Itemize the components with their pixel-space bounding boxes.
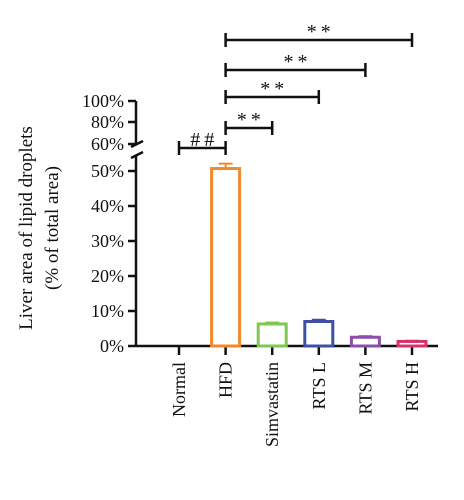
x-tick-label: HFD xyxy=(216,362,236,398)
x-tick-label: RTS M xyxy=(355,362,375,414)
y-tick-label: 20% xyxy=(91,266,124,286)
axis-break-mark-upper xyxy=(130,139,144,149)
significance-label: ## xyxy=(190,129,218,151)
y-axis-label-line1: Liver area of lipid droplets xyxy=(16,126,37,330)
bar xyxy=(396,339,428,348)
y-tick-label-upper: 80% xyxy=(91,112,124,132)
bar xyxy=(256,322,288,348)
y-tick-label: 10% xyxy=(91,301,124,321)
bar xyxy=(210,167,242,348)
y-tick-label: 40% xyxy=(91,196,124,216)
axis-break-mark-lower xyxy=(130,150,144,160)
x-tick-label: RTS H xyxy=(402,362,422,411)
significance-label: ** xyxy=(307,21,335,43)
y-tick-label-upper: 100% xyxy=(82,91,124,111)
y-axis-title: Liver area of lipid droplets (% of total… xyxy=(16,126,63,330)
significance-label: ** xyxy=(260,78,288,100)
x-tick-label: Normal xyxy=(169,362,189,417)
bars xyxy=(210,162,428,348)
axes: 0% 10% 20% 30% 40% 50% 60%80%100% Normal HFD Simv… xyxy=(82,91,438,447)
x-tick-label: RTS L xyxy=(309,362,329,409)
y-tick-label: 30% xyxy=(91,231,124,251)
significance-label: ** xyxy=(284,51,312,73)
y-tick-label-upper: 60% xyxy=(91,134,124,154)
significance-brackets: ## ** ** ** ** xyxy=(177,21,414,155)
y-tick-label: 50% xyxy=(91,161,124,181)
y-tick-label: 0% xyxy=(100,336,124,356)
significance-label: ** xyxy=(237,109,265,131)
x-tick-label: Simvastatin xyxy=(262,362,282,447)
bar xyxy=(349,335,381,348)
bar xyxy=(303,320,335,348)
y-axis-label-line2: (% of total area) xyxy=(42,166,63,290)
